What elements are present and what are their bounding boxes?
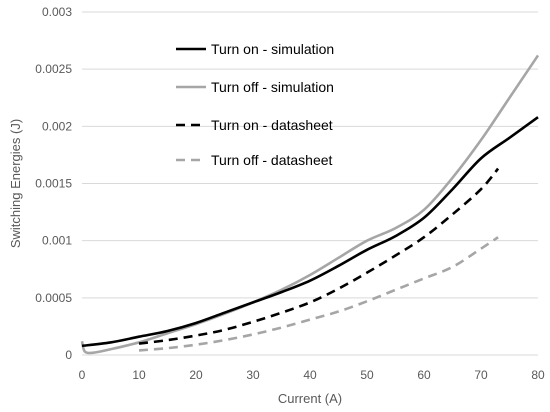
legend-label-0: Turn on - simulation <box>211 41 334 57</box>
legend-label-2: Turn on - datasheet <box>211 117 333 133</box>
series-line-0 <box>81 116 539 348</box>
y-tick-label: 0.0005 <box>35 291 72 305</box>
gridlines <box>82 11 538 356</box>
y-tick-labels: 0 0.0005 0.001 0.0015 0.002 0.0025 0.003 <box>35 5 72 362</box>
series-line-3 <box>138 236 499 352</box>
x-tick-label: 50 <box>360 368 374 382</box>
legend-label-3: Turn off - datasheet <box>211 152 333 168</box>
y-tick-label: 0.003 <box>42 5 72 19</box>
x-axis-title: Current (A) <box>278 391 342 406</box>
series-line-2 <box>138 167 500 345</box>
y-tick-label: 0.002 <box>42 119 72 133</box>
series-line-1 <box>80 54 540 355</box>
legend-label-1: Turn off - simulation <box>211 79 334 95</box>
x-tick-label: 40 <box>303 368 317 382</box>
x-tick-label: 0 <box>79 368 86 382</box>
x-tick-label: 70 <box>474 368 488 382</box>
legend: Turn on - simulation Turn off - simulatio… <box>176 41 334 168</box>
x-tick-label: 10 <box>132 368 146 382</box>
series-lines <box>80 54 540 355</box>
y-tick-label: 0 <box>65 348 72 362</box>
x-tick-label: 60 <box>417 368 431 382</box>
y-tick-label: 0.0015 <box>35 177 72 191</box>
y-tick-label: 0.0025 <box>35 62 72 76</box>
x-tick-label: 30 <box>246 368 260 382</box>
y-tick-label: 0.001 <box>42 234 72 248</box>
x-tick-labels: 0 10 20 30 40 50 60 70 80 <box>79 368 545 382</box>
x-tick-label: 80 <box>531 368 545 382</box>
y-axis-title: Switching Energies (J) <box>8 119 23 248</box>
x-tick-label: 20 <box>189 368 203 382</box>
